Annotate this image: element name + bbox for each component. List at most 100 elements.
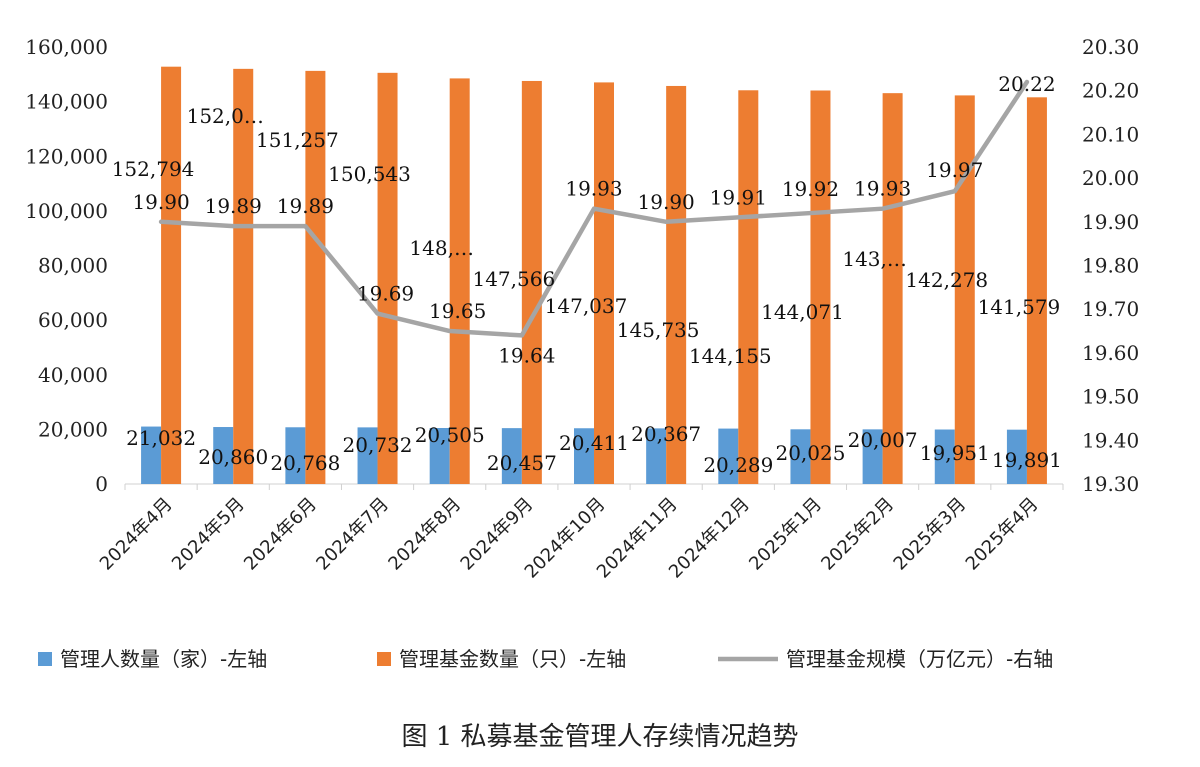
data-label-scale: 19.89	[205, 194, 262, 218]
data-label-managers: 19,891	[992, 448, 1062, 472]
bar-managers	[357, 427, 378, 484]
y-right-tick-label: 19.40	[1082, 428, 1139, 452]
data-label-funds: 151,257	[256, 128, 339, 152]
data-label-scale: 19.92	[782, 177, 839, 201]
data-label-managers: 20,732	[343, 433, 413, 457]
data-label-managers: 20,457	[487, 451, 557, 475]
y-left-tick-label: 20,000	[38, 417, 108, 441]
bar-managers	[862, 429, 883, 484]
data-label-scale: 19.91	[710, 185, 767, 209]
y-right-tick-label: 19.90	[1082, 210, 1139, 234]
data-label-funds: 150,543	[328, 162, 411, 186]
data-label-funds: 141,579	[978, 295, 1061, 319]
y-right-tick-label: 20.30	[1082, 35, 1139, 59]
bar-managers	[429, 427, 450, 484]
legend-label-managers: 管理人数量（家）-左轴	[60, 647, 267, 671]
figure-caption: 图 1 私募基金管理人存续情况趋势	[401, 722, 798, 752]
bar-managers	[213, 427, 234, 484]
data-label-scale: 19.93	[565, 177, 622, 201]
data-label-scale: 19.89	[277, 194, 334, 218]
y-right-tick-label: 20.20	[1082, 79, 1139, 103]
data-label-scale: 19.65	[429, 299, 486, 323]
data-label-funds: 147,037	[545, 294, 628, 318]
data-label-funds: 147,566	[472, 267, 555, 291]
data-label-funds: 143,…	[842, 247, 907, 271]
y-left-tick-label: 160,000	[25, 35, 108, 59]
data-label-funds: 152,0…	[187, 104, 264, 128]
legend-swatch-managers	[38, 652, 52, 666]
data-label-scale: 19.97	[926, 158, 983, 182]
y-right-tick-label: 19.70	[1082, 297, 1139, 321]
bar-funds	[954, 95, 975, 485]
bar-managers	[646, 428, 667, 484]
data-label-managers: 20,505	[415, 423, 485, 447]
y-right-tick-label: 19.50	[1082, 385, 1139, 409]
x-tick-label: 2024年6月	[240, 494, 321, 575]
bar-funds	[521, 80, 542, 485]
y-left-tick-label: 40,000	[38, 363, 108, 387]
data-label-funds: 142,278	[905, 268, 988, 292]
bar-managers	[141, 426, 162, 484]
y-right-tick-label: 19.80	[1082, 254, 1139, 278]
data-label-managers: 20,025	[775, 441, 845, 465]
y-right-tick-label: 19.60	[1082, 341, 1139, 365]
data-labels: 21,032 152,794 19.90 20,860 152,0… 19.89 20,76…	[112, 72, 1062, 477]
legend-swatch-funds	[377, 652, 391, 666]
bar-managers	[1006, 429, 1027, 484]
x-tick-label: 2024年5月	[168, 494, 249, 575]
x-tick-label: 2024年7月	[312, 494, 393, 575]
data-label-scale: 19.69	[357, 282, 414, 306]
legend-label-funds: 管理基金数量（只）-左轴	[399, 647, 626, 671]
data-label-managers: 19,951	[920, 441, 990, 465]
data-label-scale: 19.90	[132, 190, 189, 214]
x-tick-label: 2025年3月	[890, 494, 971, 575]
bar-managers	[790, 429, 811, 484]
bar-funds	[449, 78, 470, 485]
data-label-scale: 20.22	[998, 72, 1055, 96]
data-label-managers: 20,860	[198, 445, 268, 469]
data-label-managers: 20,411	[559, 431, 629, 455]
y-left-tick-label: 100,000	[25, 199, 108, 223]
bar-funds	[161, 66, 182, 484]
data-label-funds: 145,735	[617, 318, 700, 342]
line-fund-scale	[158, 79, 1030, 338]
data-label-scale: 19.93	[854, 177, 911, 201]
bar-managers	[718, 428, 739, 484]
bar-funds	[233, 68, 254, 484]
data-label-managers: 20,289	[703, 453, 773, 477]
data-label-managers: 21,032	[126, 426, 196, 450]
bar-managers	[574, 428, 594, 484]
bar-funds	[666, 85, 687, 485]
data-label-funds: 144,155	[689, 344, 772, 368]
bar-managers	[285, 427, 306, 484]
bar-funds	[738, 90, 759, 484]
data-label-managers: 20,768	[270, 451, 340, 475]
bar-funds	[377, 72, 398, 484]
bar-funds	[810, 90, 831, 485]
y-right-tick-label: 20.10	[1082, 122, 1139, 146]
legend-label-scale: 管理基金规模（万亿元）-右轴	[786, 647, 1053, 671]
y-left-tick-label: 80,000	[38, 254, 108, 278]
line-series	[158, 79, 1030, 338]
data-label-funds: 144,071	[761, 300, 844, 324]
x-tick-label: 2025年1月	[745, 494, 826, 575]
bar-managers	[934, 429, 955, 484]
bar-funds	[305, 70, 326, 484]
y-left-tick-label: 60,000	[38, 308, 108, 332]
x-tick-label: 2024年8月	[384, 494, 465, 575]
bars	[141, 66, 1047, 485]
y-left-tick-label: 0	[95, 472, 108, 496]
legend: 管理人数量（家）-左轴 管理基金数量（只）-左轴 管理基金规模（万亿元）-右轴	[38, 647, 1053, 671]
y-right-tick-label: 19.30	[1082, 472, 1139, 496]
data-label-managers: 20,367	[631, 422, 701, 446]
bar-funds	[882, 93, 903, 484]
data-label-funds: 152,794	[112, 157, 195, 181]
bar-funds	[1026, 97, 1047, 485]
x-tick-label: 2025年2月	[817, 494, 898, 575]
data-label-scale: 19.90	[638, 190, 695, 214]
y-left-tick-label: 140,000	[25, 90, 108, 114]
bar-managers	[501, 428, 522, 484]
data-label-funds: 148,…	[409, 236, 474, 260]
x-tick-label: 2025年4月	[962, 494, 1043, 575]
